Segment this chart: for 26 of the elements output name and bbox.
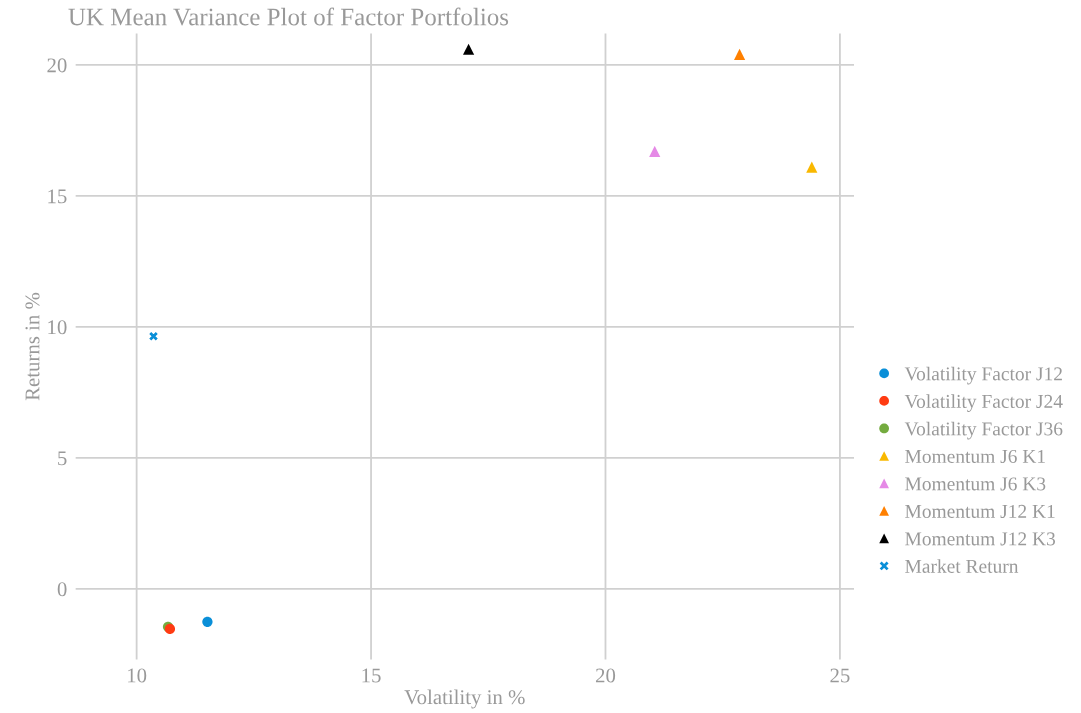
y-tick-label: 20 [47, 58, 67, 73]
y-tick-label: 0 [57, 582, 67, 597]
x-tick-label: 15 [362, 668, 381, 683]
y-axis-title: Returns in % [25, 292, 40, 401]
legend-label: Momentum J6 K1 [905, 449, 1045, 463]
point [733, 48, 746, 61]
legend-label: Market Return [905, 559, 1019, 573]
legend-label: Momentum J12 K1 [905, 504, 1055, 518]
x-tick-label: 20 [595, 668, 616, 683]
legend-label: Volatility Factor J36 [904, 421, 1063, 440]
y-tick-label: 15 [48, 189, 67, 204]
legend-label: Volatility Factor J12 [904, 366, 1062, 385]
x-axis-title: Volatility in % [404, 689, 525, 709]
x-tick-label: 10 [128, 668, 147, 683]
y-tick-label: 5 [58, 451, 67, 466]
legend-label: Volatility Factor J24 [904, 394, 1063, 412]
point [649, 145, 661, 157]
x-tick-label: 25 [830, 668, 850, 683]
legend-label: Momentum J12 K3 [905, 532, 1056, 546]
chart-title: UK Mean Variance Plot of Factor Portfolios [68, 7, 509, 26]
y-tick-label: 10 [48, 320, 67, 335]
point [148, 331, 159, 341]
point [202, 616, 213, 627]
point [806, 161, 818, 173]
legend-label: Momentum J6 K3 [905, 477, 1046, 491]
point [462, 43, 475, 55]
